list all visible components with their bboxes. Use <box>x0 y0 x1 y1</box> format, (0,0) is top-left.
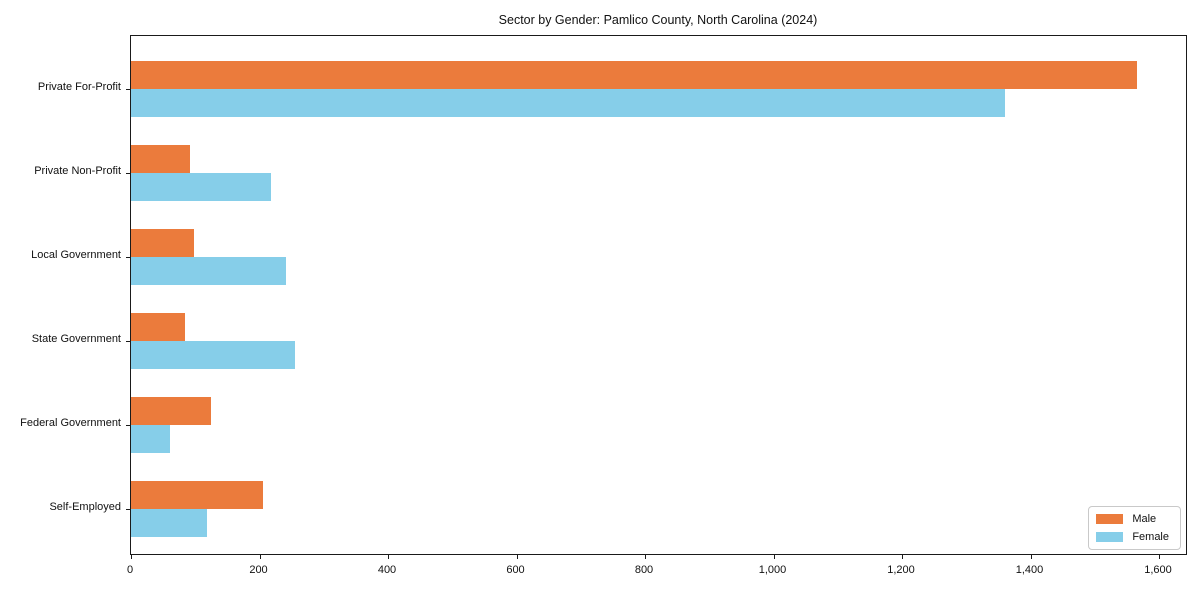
legend-label-male: Male <box>1132 513 1157 525</box>
y-axis-label-state-government: State Government <box>31 333 121 345</box>
x-axis-tick <box>516 554 518 559</box>
x-axis-tick <box>259 554 261 559</box>
bar-male-state-government <box>131 313 185 341</box>
x-axis-tick <box>1159 554 1160 559</box>
legend-item-female: Female <box>1096 531 1169 543</box>
y-axis-tick <box>126 173 130 174</box>
x-axis-tick <box>388 554 389 559</box>
bar-male-private-non-profit <box>131 145 191 173</box>
male-color-swatch <box>1096 514 1124 524</box>
y-axis-label-private-non-profit: Private Non-Profit <box>34 165 121 177</box>
bar-male-self-employed <box>131 481 264 509</box>
y-axis-label-local-government: Local Government <box>31 249 121 261</box>
legend-item-male: Male <box>1096 513 1169 525</box>
bar-female-self-employed <box>131 509 208 537</box>
bar-female-private-non-profit <box>131 173 272 201</box>
x-axis-tick-label: 1,200 <box>887 564 915 576</box>
x-axis-tick-label: 800 <box>634 564 654 576</box>
y-axis-label-self-employed: Self-Employed <box>49 501 121 513</box>
x-axis-tick <box>1030 554 1032 559</box>
x-axis-tick <box>645 554 646 559</box>
y-axis-tick <box>126 89 130 90</box>
bar-male-local-government <box>131 229 194 257</box>
y-axis-tick <box>126 257 130 258</box>
bar-female-private-for-profit <box>131 89 1005 117</box>
bar-female-federal-government <box>131 425 171 453</box>
x-axis-tick-label: 600 <box>506 564 525 576</box>
y-axis-label-private-for-profit: Private For-Profit <box>37 81 121 93</box>
x-axis-tick-label: 1,400 <box>1015 564 1044 576</box>
legend: Male Female <box>1088 506 1181 550</box>
x-axis-tick <box>902 554 903 559</box>
y-axis-tick <box>126 425 130 426</box>
y-axis-label-federal-government: Federal Government <box>20 417 121 429</box>
x-axis-tick <box>131 554 132 559</box>
bar-male-private-for-profit <box>131 61 1137 89</box>
y-axis-tick <box>126 509 130 510</box>
x-axis-tick <box>773 554 775 559</box>
legend-label-female: Female <box>1132 531 1169 543</box>
x-axis-tick-label: 200 <box>249 564 268 576</box>
bar-female-state-government <box>131 341 296 369</box>
plot-area: Male Female <box>126 35 1187 559</box>
x-axis-tick-label: 1,600 <box>1144 564 1172 576</box>
chart-title: Sector by Gender: Pamlico County, North … <box>498 13 818 27</box>
x-axis-tick-label: 1,000 <box>758 564 787 576</box>
y-axis-tick <box>126 341 130 342</box>
x-axis-tick-label: 0 <box>126 564 134 576</box>
x-axis-tick-label: 400 <box>377 564 397 576</box>
bar-female-local-government <box>131 257 287 285</box>
bar-male-federal-government <box>131 397 211 425</box>
female-color-swatch <box>1096 532 1124 542</box>
